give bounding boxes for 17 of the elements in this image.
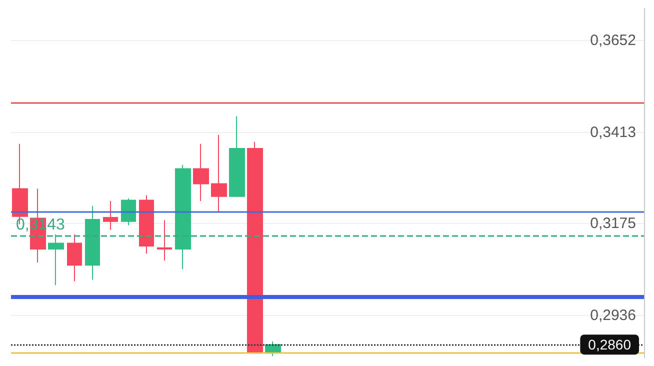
candlestick (175, 164, 191, 270)
candlestick (157, 220, 172, 262)
candlestick (85, 206, 100, 280)
candlestick (121, 198, 136, 226)
y-tick-label: 0,3413 (590, 124, 636, 141)
y-tick-label: 0,2936 (590, 306, 636, 324)
candlestick (211, 134, 227, 212)
candlestick (229, 116, 245, 197)
y-tick-label: 0,3652 (590, 32, 636, 50)
ref-line-label: 0,2860 (588, 336, 632, 353)
candlestick (67, 234, 82, 282)
candlestick (103, 200, 118, 230)
candlestick (193, 143, 209, 202)
candlestick (48, 234, 64, 286)
candlestick (139, 194, 154, 254)
y-tick-label: 0,3175 (590, 215, 636, 232)
candlestick (247, 141, 263, 354)
